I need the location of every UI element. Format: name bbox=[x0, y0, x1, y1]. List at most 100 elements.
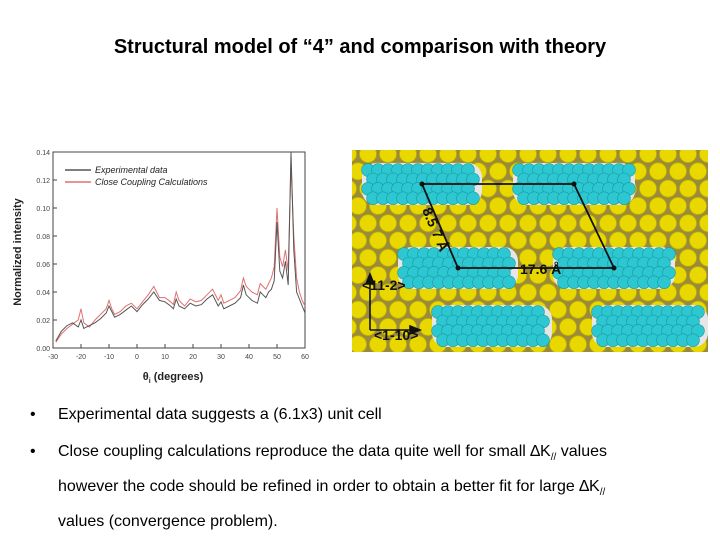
gold-atom bbox=[528, 231, 547, 250]
gold-atom bbox=[508, 231, 527, 250]
gold-atom bbox=[628, 231, 647, 250]
gold-atom bbox=[639, 150, 657, 163]
gold-atom bbox=[352, 335, 367, 352]
gold-atom bbox=[538, 214, 557, 233]
y-tick-label: 0.06 bbox=[36, 262, 50, 269]
bullet-marker: • bbox=[30, 443, 36, 460]
direction-label-11-2: <11-2> bbox=[362, 277, 406, 293]
gold-atom bbox=[479, 214, 498, 233]
molecule bbox=[431, 305, 552, 347]
gold-atom bbox=[688, 162, 707, 181]
gold-atom bbox=[469, 231, 488, 250]
y-tick-label: 0.08 bbox=[36, 234, 50, 241]
gold-atom bbox=[598, 214, 617, 233]
gold-atom bbox=[688, 196, 707, 215]
bullet-text-unit-cell: Experimental data suggests a (6.1x3) uni… bbox=[58, 406, 382, 423]
gold-atom bbox=[608, 231, 627, 250]
gold-atom bbox=[352, 180, 357, 197]
x-tick-label: 20 bbox=[189, 354, 197, 361]
gold-atom bbox=[569, 335, 587, 352]
delta-k-subscript: // bbox=[599, 487, 606, 499]
gold-atom bbox=[518, 283, 537, 302]
gold-atom bbox=[519, 150, 537, 163]
gold-atom bbox=[638, 179, 657, 198]
gold-atom bbox=[378, 214, 398, 233]
gold-atom bbox=[678, 283, 697, 302]
gold-atom bbox=[358, 214, 378, 233]
gold-atom bbox=[618, 214, 637, 233]
gold-atom bbox=[688, 231, 707, 250]
gold-atom bbox=[358, 317, 378, 336]
gold-atom bbox=[389, 335, 407, 352]
gold-atom bbox=[568, 300, 587, 319]
gold-atom bbox=[352, 231, 367, 250]
gold-atom bbox=[352, 284, 357, 301]
gold-atom bbox=[538, 283, 557, 302]
gold-atom bbox=[352, 300, 367, 319]
y-tick-label: 0.10 bbox=[36, 206, 50, 213]
y-tick-label: 0.04 bbox=[36, 290, 50, 297]
gold-atom bbox=[389, 231, 408, 250]
gold-atom bbox=[648, 196, 667, 215]
x-tick-label: 40 bbox=[245, 354, 253, 361]
x-tick-label: 50 bbox=[273, 354, 281, 361]
molecule bbox=[591, 305, 708, 347]
gold-atom bbox=[352, 318, 357, 336]
x-tick-label: 0 bbox=[135, 354, 139, 361]
gold-atom bbox=[399, 150, 417, 163]
legend-label-experimental: Experimental data bbox=[95, 165, 168, 175]
gold-atom bbox=[378, 317, 398, 336]
x-tick-label: 60 bbox=[301, 354, 309, 361]
bullet-text-line1: Close coupling calculations reproduce th… bbox=[58, 443, 531, 460]
gold-atom bbox=[498, 214, 517, 233]
gold-atom bbox=[479, 150, 497, 163]
delta-k-symbol: ∆K bbox=[530, 443, 551, 460]
gold-atom bbox=[659, 150, 677, 163]
x-tick-label: -20 bbox=[76, 354, 86, 361]
y-axis-label: Normalized intensity bbox=[12, 197, 24, 305]
delta-k-symbol: ∆K bbox=[579, 478, 600, 496]
gold-atom bbox=[528, 266, 547, 285]
direction-label-1-10: <1-10> bbox=[374, 327, 418, 343]
x-tick-label: -30 bbox=[48, 354, 58, 361]
gold-atom bbox=[352, 249, 357, 266]
gold-atom bbox=[488, 162, 507, 181]
gold-atom bbox=[518, 214, 537, 233]
cell-dimension-a: 8.57 Å bbox=[419, 205, 452, 254]
x-axis-label: θi (degrees) bbox=[143, 371, 204, 385]
molecule bbox=[361, 163, 482, 205]
gold-atom bbox=[399, 214, 418, 233]
gold-atom bbox=[548, 231, 567, 250]
unit-cell-points bbox=[419, 181, 617, 271]
unit-cell-outline bbox=[421, 183, 615, 269]
gold-atom bbox=[409, 335, 427, 352]
gold-atom bbox=[459, 214, 478, 233]
gold-atom bbox=[419, 150, 437, 163]
gold-atom bbox=[368, 231, 388, 250]
gold-atom bbox=[648, 162, 667, 181]
gold-atom bbox=[539, 150, 557, 163]
gold-atom bbox=[568, 231, 587, 250]
gold-atom bbox=[668, 196, 687, 215]
gold-atom bbox=[558, 214, 577, 233]
gold-atom bbox=[658, 214, 677, 233]
gold-atom bbox=[678, 214, 697, 233]
gold-atom bbox=[499, 150, 517, 163]
legend-label-calculation: Close Coupling Calculations bbox=[95, 177, 208, 187]
gold-atom bbox=[378, 248, 398, 267]
gold-atom bbox=[352, 266, 367, 285]
gold-atom bbox=[688, 266, 707, 285]
gold-atom bbox=[549, 335, 567, 352]
plot-frame bbox=[52, 151, 306, 349]
bullet-text-line2: however the code should be refined in or… bbox=[58, 478, 580, 496]
gold-atom bbox=[599, 150, 617, 163]
gold-atom bbox=[359, 150, 377, 163]
y-tick-label: 0.02 bbox=[36, 318, 50, 325]
gold-atom bbox=[409, 300, 428, 319]
gold-atom bbox=[419, 214, 438, 233]
series-line-experimental bbox=[55, 151, 306, 342]
y-tick-label: 0.14 bbox=[36, 150, 50, 157]
bullet-text-line1-end: values bbox=[556, 443, 607, 460]
cell-dimension-b: 17.6 Å bbox=[520, 261, 561, 277]
gold-atom bbox=[648, 231, 667, 250]
